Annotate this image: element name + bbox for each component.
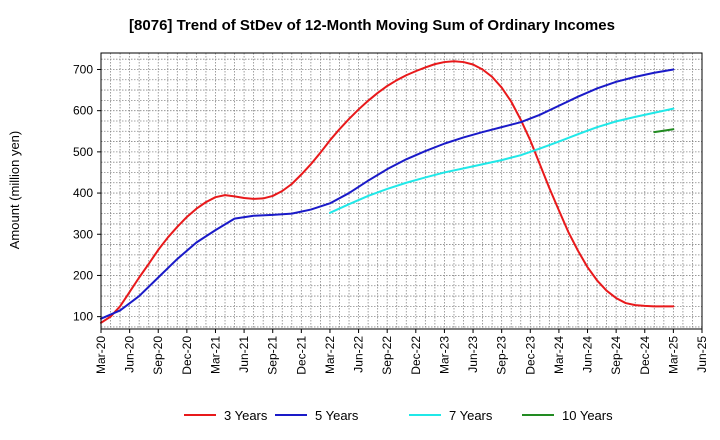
x-tick-label: Mar-24 — [552, 336, 566, 374]
x-tick-label: Jun-23 — [466, 336, 480, 373]
x-tick-label: Dec-20 — [180, 336, 194, 375]
x-tick-label: Mar-25 — [666, 336, 680, 374]
legend-label: 5 Years — [315, 408, 359, 423]
x-tick-labels: Mar-20 Jun-20 Sep-20 Dec-20 Mar-21 Jun-21 Sep-… — [94, 329, 709, 375]
x-tick-label: Jun-25 — [695, 336, 709, 373]
legend-label: 3 Years — [224, 408, 268, 423]
x-tick-label: Dec-24 — [638, 336, 652, 375]
x-tick-label: Jun-22 — [352, 336, 366, 373]
y-tick-labels: 100 200 300 400 500 600 700 — [73, 62, 101, 324]
legend: 3 Years 5 Years 7 Years 10 Years — [184, 408, 613, 423]
legend-label: 10 Years — [562, 408, 613, 423]
series-line-10-years — [653, 128, 675, 134]
x-tick-label: Mar-22 — [323, 336, 337, 374]
x-tick-label: Mar-23 — [437, 336, 451, 374]
series-line-3-years — [100, 60, 675, 324]
x-tick-label: Jun-21 — [237, 336, 251, 373]
x-tick-label: Sep-24 — [609, 336, 623, 375]
x-tick-label: Mar-20 — [94, 336, 108, 374]
grid-layer — [100, 53, 703, 329]
x-tick-label: Dec-21 — [294, 336, 308, 375]
y-tick-label: 500 — [73, 145, 93, 159]
y-tick-label: 700 — [73, 62, 93, 76]
series-layer — [100, 60, 675, 324]
legend-label: 7 Years — [449, 408, 493, 423]
chart-title: [8076] Trend of StDev of 12-Month Moving… — [129, 17, 615, 34]
series-line-7-years — [328, 107, 675, 214]
y-tick-label: 600 — [73, 104, 93, 118]
x-tick-label: Sep-21 — [266, 336, 280, 375]
plot-area — [101, 53, 702, 329]
x-tick-label: Jun-20 — [123, 336, 137, 373]
y-tick-label: 200 — [73, 268, 93, 282]
y-tick-label: 300 — [73, 227, 93, 241]
plot-frame — [100, 52, 703, 330]
x-tick-label: Sep-23 — [495, 336, 509, 375]
y-tick-label: 400 — [73, 186, 93, 200]
series-line-5-years — [100, 68, 675, 320]
y-tick-label: 100 — [73, 310, 93, 324]
x-tick-label: Sep-20 — [151, 336, 165, 375]
x-tick-label: Dec-22 — [409, 336, 423, 375]
x-tick-label: Sep-22 — [380, 336, 394, 375]
x-tick-label: Mar-21 — [208, 336, 222, 374]
x-tick-label: Jun-24 — [581, 336, 595, 373]
x-tick-label: Dec-23 — [523, 336, 537, 375]
y-axis-label: Amount (million yen) — [7, 131, 22, 250]
